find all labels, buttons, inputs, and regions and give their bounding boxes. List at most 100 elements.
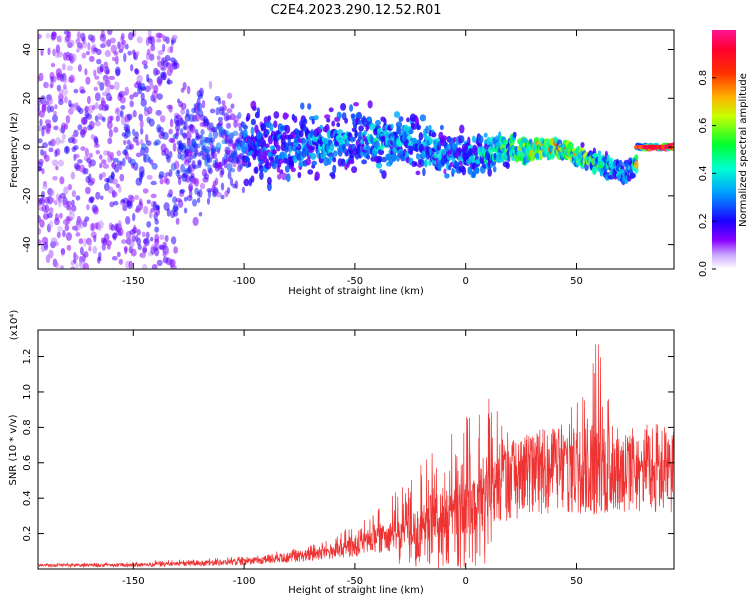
- spectral-blob: [114, 55, 119, 65]
- spectral-blob: [150, 44, 156, 52]
- spectral-blob: [63, 123, 69, 130]
- spectral-blob: [44, 204, 50, 213]
- spectral-blob: [273, 120, 278, 128]
- spectral-blob: [128, 260, 133, 269]
- spectral-blob: [85, 76, 91, 85]
- snr-x-ticks: -150 -100 -50 0 50: [122, 330, 583, 587]
- spectral-blob: [135, 69, 140, 75]
- spectral-blob: [267, 115, 272, 121]
- spectral-blob: [55, 136, 61, 146]
- spectral-blob: [180, 163, 186, 173]
- spectral-blob: [124, 43, 129, 50]
- spectral-blob: [467, 136, 471, 146]
- spectral-blob: [431, 131, 437, 138]
- spectral-blob: [41, 103, 47, 112]
- spectral-blob: [49, 189, 55, 197]
- spectral-blob: [218, 161, 223, 170]
- spectral-blob: [173, 160, 180, 170]
- y-tick-label: 0.6: [22, 455, 33, 471]
- spectral-blob: [116, 150, 122, 157]
- spectral-blob: [124, 247, 128, 255]
- spectral-blob: [78, 107, 84, 115]
- x-tick-label: -100: [233, 276, 256, 287]
- spectral-blob: [309, 145, 316, 151]
- spectral-blob: [77, 64, 82, 72]
- spectral-blob: [50, 138, 56, 147]
- spectral-blob: [40, 149, 44, 156]
- spectral-blob: [305, 158, 312, 166]
- spectral-blob: [83, 168, 89, 175]
- spectral-blob: [204, 173, 209, 180]
- spectral-blob: [189, 154, 194, 160]
- spectral-blob: [175, 114, 182, 119]
- spectral-blob: [357, 131, 363, 139]
- spectral-blob: [59, 176, 65, 185]
- spectral-blob: [38, 72, 44, 82]
- spectral-blob: [84, 105, 90, 113]
- spectral-blob: [172, 196, 178, 204]
- spectral-blob: [478, 135, 484, 144]
- spectral-blob: [182, 82, 187, 90]
- spectral-blob: [252, 106, 257, 111]
- spectral-blob: [196, 143, 201, 149]
- spectral-blob: [53, 125, 59, 131]
- spectral-blob: [75, 262, 79, 269]
- spectral-blob: [71, 199, 75, 207]
- spectral-blob: [109, 37, 116, 44]
- spectral-blob: [201, 100, 206, 109]
- spectral-blob: [87, 239, 92, 248]
- spectral-blob: [92, 206, 99, 215]
- y-tick-label: -40: [22, 236, 33, 252]
- spectral-blob: [136, 36, 143, 44]
- spectral-blob: [75, 232, 81, 237]
- spectral-blob: [580, 142, 585, 148]
- x-tick-label: -50: [347, 576, 363, 587]
- spectral-blob: [66, 65, 73, 71]
- spectral-blob: [121, 39, 127, 45]
- spectral-blob: [129, 143, 135, 150]
- spectral-blob: [73, 254, 79, 260]
- spectral-blob: [157, 77, 163, 87]
- spectral-blob: [54, 261, 60, 269]
- spectral-blob: [328, 107, 334, 113]
- spectral-blob: [94, 92, 101, 102]
- spectral-blob: [212, 129, 219, 139]
- spectral-blob: [158, 171, 165, 179]
- spectral-blob: [226, 108, 233, 114]
- spectral-blob: [66, 205, 72, 211]
- spectral-blob: [173, 246, 179, 254]
- spectral-blob: [59, 265, 65, 269]
- spectral-blob: [107, 30, 113, 36]
- spectral-blob: [307, 103, 312, 110]
- spectral-blob: [155, 69, 161, 76]
- spectral-blob: [87, 42, 91, 51]
- spectral-blob: [145, 140, 152, 147]
- spectral-blob: [132, 227, 138, 234]
- spectral-blob: [107, 150, 111, 157]
- spectral-blob: [99, 82, 105, 91]
- spectral-blob: [356, 111, 362, 120]
- spectral-blob: [109, 201, 115, 208]
- spectral-blob: [226, 122, 231, 129]
- spectral-blob: [144, 146, 149, 154]
- spectral-blob: [344, 117, 348, 124]
- spectral-blob: [99, 154, 103, 160]
- spectral-blob: [273, 111, 280, 119]
- snr-x-axis-label: Height of straight line (km): [288, 585, 424, 596]
- spectral-blob: [246, 112, 251, 121]
- spectral-blob: [209, 108, 216, 114]
- spectral-blob: [269, 123, 274, 132]
- spectral-blob: [215, 142, 222, 151]
- spectral-blob: [78, 44, 83, 50]
- spectral-blob: [156, 38, 162, 43]
- spectral-blob: [634, 160, 639, 170]
- spectral-blob: [237, 112, 242, 119]
- spectral-blob: [105, 240, 113, 246]
- spectral-blob: [199, 134, 204, 140]
- spectral-blob: [324, 114, 331, 119]
- spectral-blob: [222, 104, 227, 112]
- spectral-blob: [198, 211, 203, 217]
- spectral-blob: [217, 120, 224, 127]
- spectral-blob: [45, 81, 49, 89]
- spectral-blob: [83, 251, 89, 258]
